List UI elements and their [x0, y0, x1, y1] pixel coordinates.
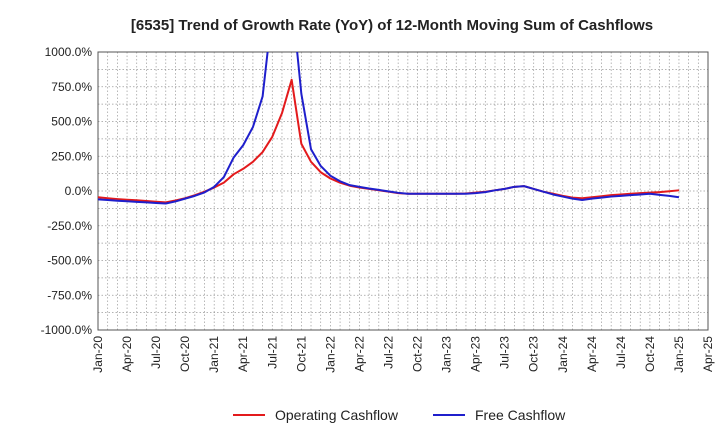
chart-title: [6535] Trend of Growth Rate (YoY) of 12-…	[131, 17, 653, 34]
plot-border	[97, 51, 709, 331]
x-tick-label: Jul-23	[498, 336, 512, 369]
y-tick-label: -750.0%	[47, 288, 92, 302]
x-tick-label: Jan-22	[323, 336, 337, 373]
y-tick-label: 750.0%	[51, 80, 92, 94]
x-tick-label: Apr-23	[469, 336, 483, 372]
x-tick-label: Jan-23	[440, 336, 454, 373]
axis-layer: 1000.0% 750.0% 500.0% 250.0% 0.0% -250.0% -500…	[41, 45, 715, 373]
x-tick-label: Jan-21	[207, 336, 221, 373]
series-line-free-cashflow	[98, 52, 680, 205]
x-tick-label: Jan-20	[91, 336, 105, 373]
x-tick-label: Jul-20	[149, 336, 163, 369]
legend-label-operating-cashflow: Operating Cashflow	[275, 407, 399, 423]
legend-label-free-cashflow: Free Cashflow	[475, 407, 566, 423]
x-tick-label: Apr-21	[236, 336, 250, 372]
x-tick-label: Jul-24	[614, 336, 628, 369]
x-tick-label: Apr-22	[352, 336, 366, 372]
y-tick-label: 250.0%	[51, 149, 92, 163]
x-tick-label: Jan-24	[556, 336, 570, 373]
y-tick-label: 0.0%	[65, 184, 93, 198]
y-tick-label: -1000.0%	[41, 323, 93, 337]
y-tick-label: -500.0%	[47, 254, 92, 268]
x-tick-label: Apr-25	[701, 336, 715, 372]
series-layer	[98, 52, 680, 205]
y-tick-label: 1000.0%	[45, 45, 93, 59]
x-tick-label: Apr-24	[585, 336, 599, 372]
grid-layer	[97, 51, 709, 331]
x-tick-label: Jan-25	[672, 336, 686, 373]
x-tick-label: Apr-20	[120, 336, 134, 372]
x-tick-label: Oct-21	[294, 336, 308, 372]
x-tick-label: Oct-22	[411, 336, 425, 372]
x-tick-label: Oct-24	[643, 336, 657, 372]
y-tick-label: -250.0%	[47, 219, 92, 233]
x-tick-label: Oct-20	[178, 336, 192, 372]
x-tick-label: Jul-21	[265, 336, 279, 369]
legend: Operating Cashflow Free Cashflow	[233, 407, 566, 423]
x-tick-label: Oct-23	[527, 336, 541, 372]
x-tick-label: Jul-22	[381, 336, 395, 369]
y-tick-label: 500.0%	[51, 115, 92, 129]
